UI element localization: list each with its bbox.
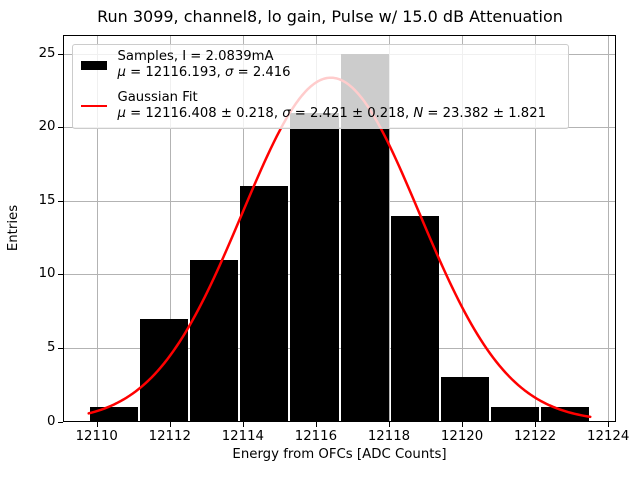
histogram-bar <box>240 186 289 422</box>
x-tick <box>315 422 317 427</box>
x-tick <box>462 422 464 427</box>
x-tick <box>535 422 537 427</box>
histogram-bar <box>541 406 590 422</box>
y-tick-label: 15 <box>38 192 56 208</box>
x-tick-label: 12116 <box>294 428 338 444</box>
x-tick <box>242 422 244 427</box>
x-tick <box>389 422 390 427</box>
y-tick-label: 5 <box>47 339 56 355</box>
legend-swatch-samples-icon <box>79 60 109 70</box>
y-tick-label: 0 <box>47 413 56 429</box>
x-tick-label: 12124 <box>587 428 630 444</box>
black-bar-swatch-icon <box>80 60 107 70</box>
y-tick-label: 25 <box>38 45 56 61</box>
y-tick <box>58 274 63 276</box>
histogram-bar <box>89 406 138 422</box>
y-axis-label: Entries <box>6 204 21 252</box>
legend-entry-text: Gaussian Fit μ = 12116.408 ± 0.218, σ = 2… <box>118 90 546 122</box>
legend-line: μ = 12116.408 ± 0.218, σ = 2.421 ± 0.218… <box>117 106 546 121</box>
legend-entry-samples: Samples, I = 2.0839mA μ = 12116.193, σ = … <box>79 49 562 81</box>
y-tick <box>58 53 63 55</box>
x-tick <box>169 422 171 427</box>
red-line-swatch-icon <box>80 104 107 108</box>
histogram-bar <box>390 215 439 422</box>
x-tick-label: 12114 <box>221 428 265 444</box>
x-tick <box>96 422 98 427</box>
legend-entry-gaussian-fit: Gaussian Fit μ = 12116.408 ± 0.218, σ = 2… <box>79 90 562 122</box>
legend: Samples, I = 2.0839mA μ = 12116.193, σ = … <box>71 44 569 129</box>
x-tick-label: 12120 <box>440 428 484 444</box>
x-tick-label: 12112 <box>148 428 191 444</box>
x-tick <box>608 422 610 427</box>
x-tick-label: 12118 <box>367 428 411 444</box>
y-tick <box>58 421 63 423</box>
legend-swatch-gaussian-fit-icon <box>79 104 109 108</box>
gridline <box>63 274 616 276</box>
histogram-bar <box>190 259 239 422</box>
histogram-bar <box>139 318 189 422</box>
x-axis-label: Energy from OFCs [ADC Counts] <box>232 446 447 462</box>
legend-line: Samples, I = 2.0839mA <box>117 49 274 64</box>
chart-title: Run 3099, channel8, lo gain, Pulse w/ 15… <box>97 7 563 26</box>
x-tick-label: 12110 <box>75 428 118 444</box>
y-tick <box>58 347 63 349</box>
gridline <box>63 200 616 202</box>
y-tick-label: 20 <box>38 119 56 135</box>
x-tick-label: 12122 <box>513 428 557 444</box>
legend-line: Gaussian Fit <box>117 90 198 105</box>
y-tick <box>58 200 63 202</box>
histogram-bar <box>290 112 339 422</box>
histogram-bar <box>440 377 490 422</box>
y-tick-label: 10 <box>38 266 56 282</box>
histogram-bar <box>491 406 540 422</box>
legend-line: μ = 12116.193, σ = 2.416 <box>117 65 291 80</box>
legend-entry-text: Samples, I = 2.0839mA μ = 12116.193, σ = … <box>118 49 291 81</box>
y-tick <box>58 127 63 129</box>
gridline <box>608 35 610 422</box>
